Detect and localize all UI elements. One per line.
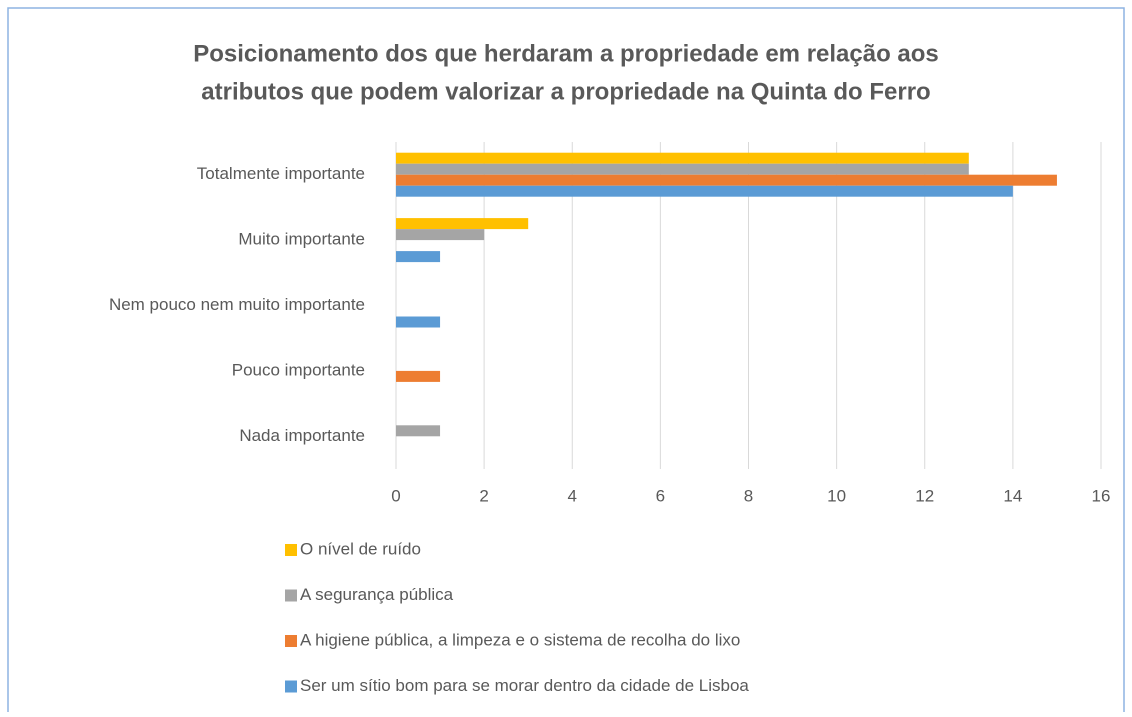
y-tick-label: Muito importante (238, 230, 365, 249)
bar (396, 185, 1013, 197)
x-tick-label: 2 (479, 486, 488, 505)
legend-swatch (285, 544, 297, 556)
x-tick-label: 10 (827, 486, 846, 505)
bar (396, 251, 441, 263)
x-tick-label: 8 (744, 486, 753, 505)
x-tick-label: 0 (391, 486, 400, 505)
bar (396, 152, 969, 164)
legend-swatch (285, 635, 297, 647)
chart-border (7, 7, 1125, 712)
legend-label: Ser um sítio bom para se morar dentro da… (300, 676, 749, 695)
legend-label: A higiene pública, a limpeza e o sistema… (300, 630, 740, 649)
x-tick-label: 14 (1003, 486, 1022, 505)
bar (396, 229, 485, 241)
bar (396, 174, 1057, 186)
y-tick-label: Pouco importante (232, 360, 365, 379)
x-tick-label: 12 (915, 486, 934, 505)
legend-label: A segurança pública (300, 585, 454, 604)
bar (396, 370, 441, 382)
bar (396, 163, 969, 175)
legend-label: O nível de ruído (300, 539, 421, 558)
y-tick-label: Totalmente importante (197, 164, 365, 183)
legend-swatch (285, 589, 297, 602)
chart-title: atributos que podem valorizar a propried… (201, 78, 930, 105)
bar (396, 316, 441, 328)
bar (396, 218, 529, 230)
legend-swatch (285, 680, 297, 693)
x-tick-label: 6 (656, 486, 665, 505)
chart-title: Posicionamento dos que herdaram a propri… (193, 40, 939, 67)
y-tick-label: Nada importante (239, 426, 365, 445)
bar (396, 425, 441, 437)
y-tick-label: Nem pouco nem muito importante (109, 295, 365, 314)
x-tick-label: 4 (568, 486, 577, 505)
x-tick-label: 16 (1092, 486, 1111, 505)
